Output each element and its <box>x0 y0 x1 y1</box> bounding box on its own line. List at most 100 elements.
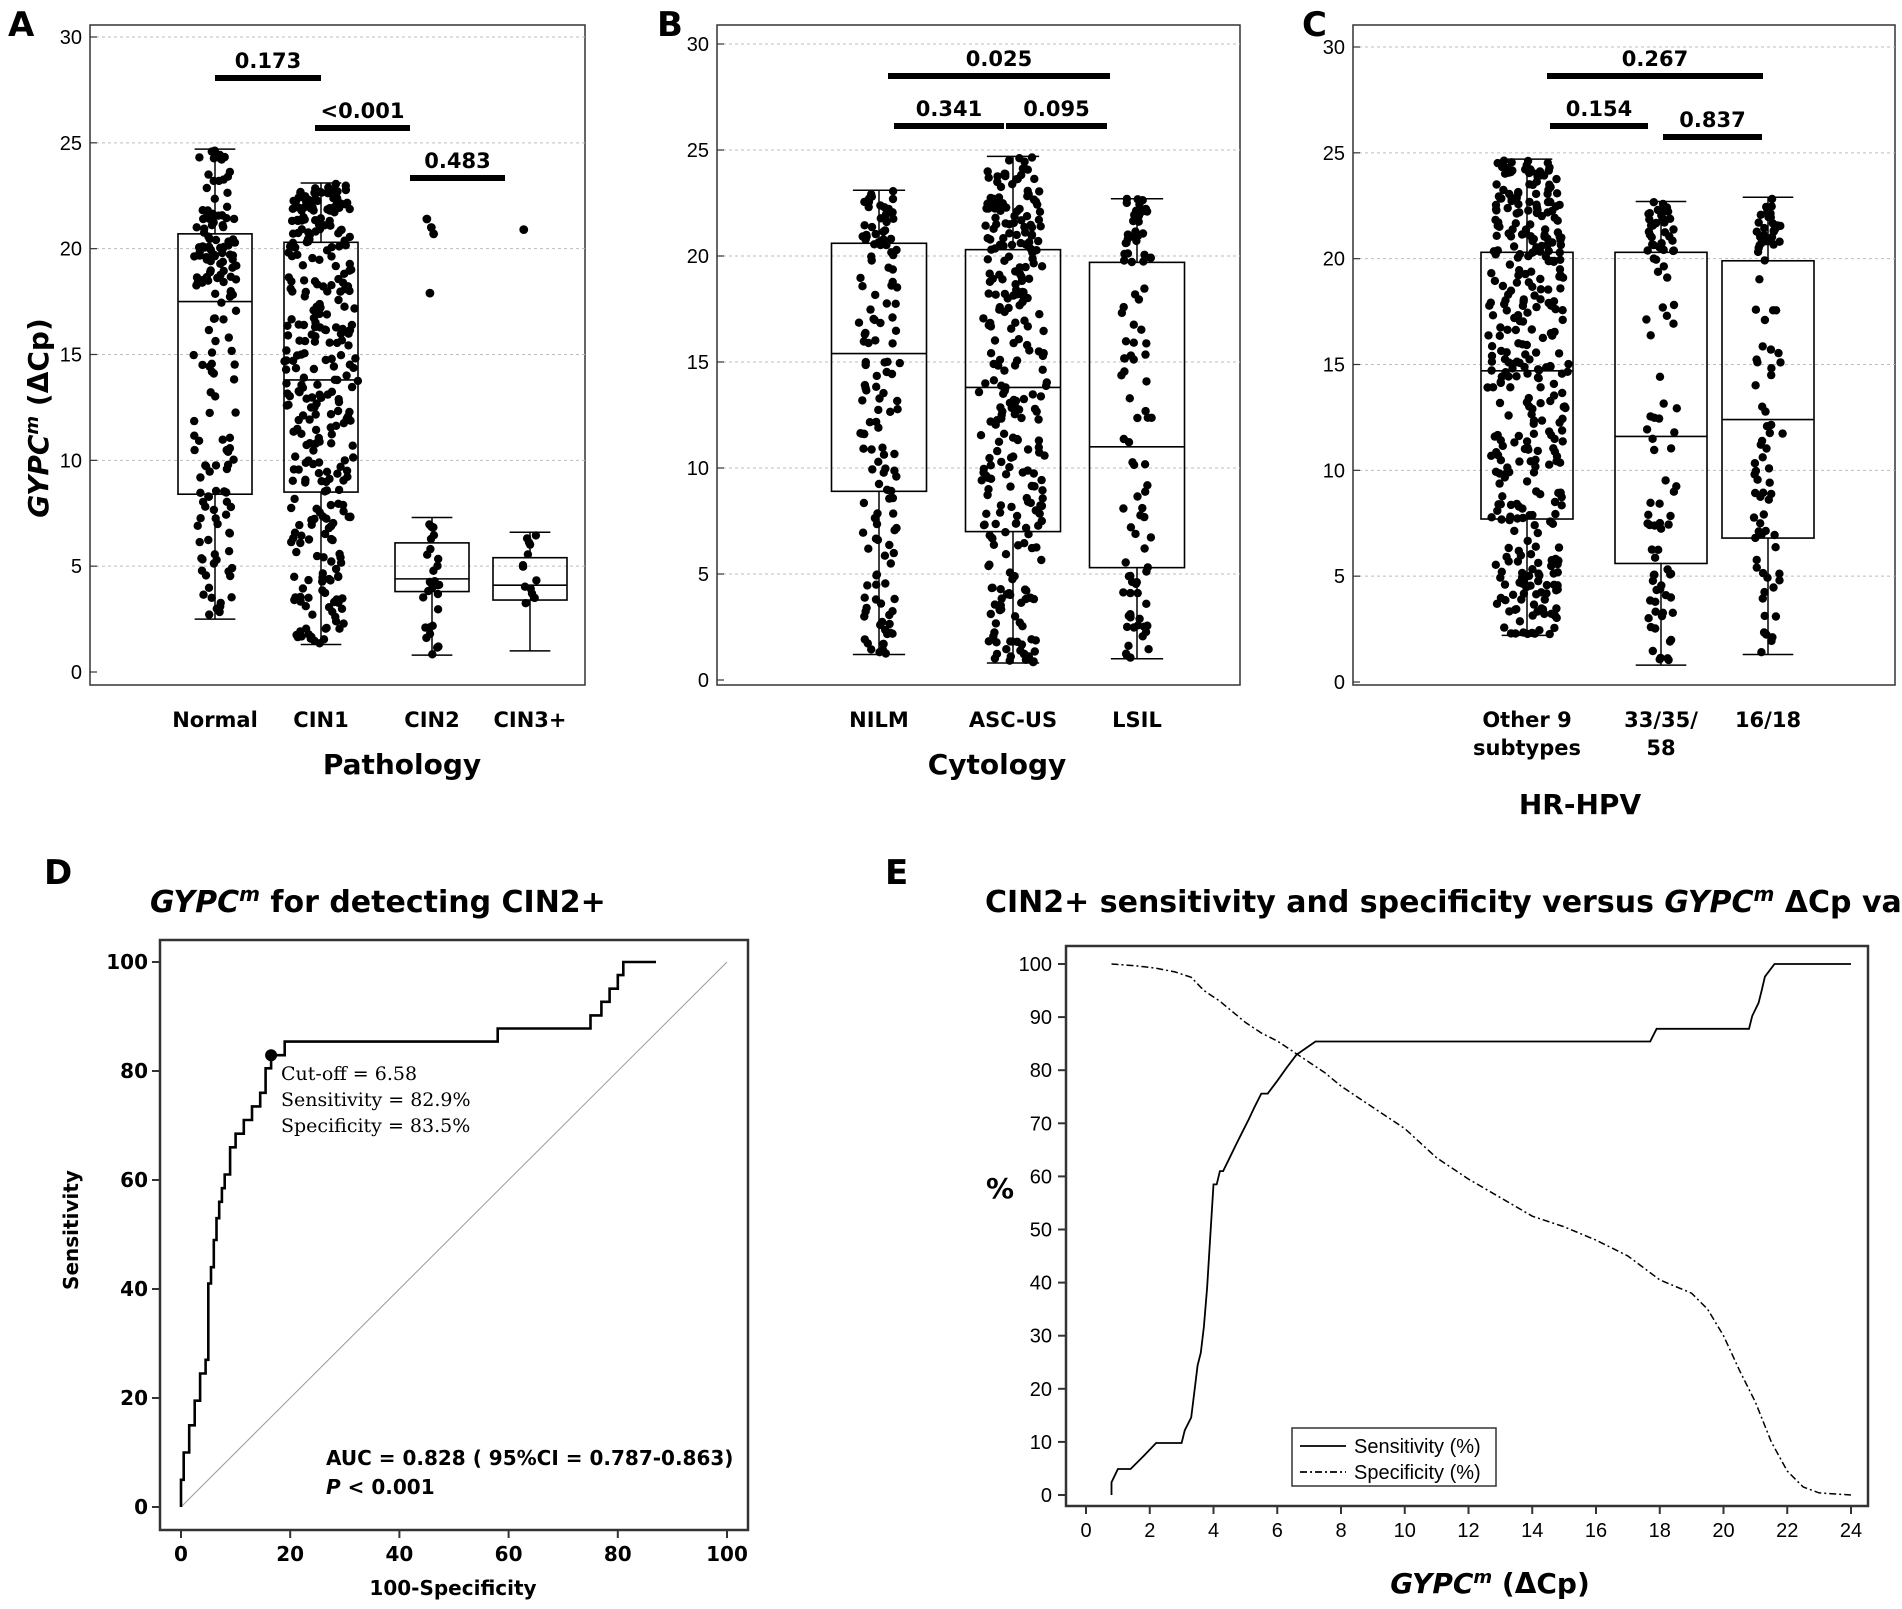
panel-b-point <box>984 485 993 494</box>
panel-a-point <box>227 593 236 602</box>
panel-b-point <box>1133 413 1142 423</box>
panel-c-point <box>1558 437 1567 446</box>
panel-b-point <box>868 465 877 474</box>
panel-a-point <box>319 553 328 562</box>
panel-c-point <box>1536 274 1545 284</box>
panel-a-point <box>333 469 342 478</box>
panel-c-point <box>1502 348 1511 357</box>
panel-b-point <box>888 339 897 348</box>
panel-a-point <box>216 598 225 608</box>
panel-e-xlabel-rest: (ΔCp) <box>1492 1567 1590 1600</box>
panel-a-ylabel: GYPCm (ΔCp) <box>22 318 55 518</box>
panel-e-ytick-label: 100 <box>1019 954 1052 976</box>
panel-c-point <box>1759 230 1769 240</box>
panel-b-point <box>1011 318 1020 327</box>
panel-e-xtick-label: 18 <box>1649 1520 1671 1542</box>
panel-c-point <box>1764 464 1774 473</box>
panel-a-point <box>434 580 444 590</box>
panel-b-box <box>1088 261 1186 569</box>
panel-b-point <box>985 277 995 286</box>
panel-b-point <box>1020 228 1030 237</box>
panel-a-point <box>334 485 344 495</box>
panel-c-point <box>1534 366 1544 375</box>
panel-c-point <box>1751 466 1761 476</box>
panel-b-comparison-pvalue: 0.095 <box>1023 97 1089 121</box>
panel-b-point <box>1035 509 1044 518</box>
panel-a-point <box>209 505 219 515</box>
panel-c-point <box>1547 561 1556 571</box>
panel-c-point <box>1564 359 1573 369</box>
panel-a-point <box>314 220 324 229</box>
panel-c-point <box>1550 611 1560 620</box>
panel-c-point <box>1642 315 1651 324</box>
panel-c-point <box>1548 238 1557 247</box>
panel-c-point <box>1555 458 1565 467</box>
panel-c-comparison-pvalue: 0.267 <box>1622 47 1688 71</box>
panel-c-point <box>1524 278 1534 287</box>
panel-e-xtick-label: 4 <box>1208 1520 1219 1542</box>
panel-c-xtick-label: 16/18 <box>1735 708 1801 732</box>
panel-d-reference-diagonal <box>180 961 728 1508</box>
panel-e-title-rest: ΔCp values <box>1774 885 1902 920</box>
panel-a-point <box>351 354 360 363</box>
panel-b-point <box>999 389 1008 398</box>
panel-b-point <box>997 410 1006 420</box>
panel-b-point <box>996 585 1005 594</box>
panel-a-point <box>227 346 236 356</box>
panel-b-point <box>1010 612 1020 621</box>
panel-c-point <box>1759 488 1768 497</box>
panel-c-point <box>1500 623 1509 632</box>
panel-b-point <box>1007 502 1016 512</box>
panel-c-point <box>1490 432 1500 441</box>
panel-c-point <box>1751 533 1760 543</box>
panel-b-point <box>888 194 898 204</box>
panel-a-point <box>327 439 336 448</box>
panel-a-point <box>339 619 348 628</box>
panel-a-point <box>293 424 302 434</box>
panel-b-point <box>888 313 897 322</box>
panel-b-point <box>895 358 904 368</box>
panel-a-point <box>311 410 320 419</box>
panel-a-point <box>215 150 225 160</box>
panel-c-point <box>1505 607 1514 616</box>
panel-b-point <box>1119 302 1128 312</box>
panel-c-point <box>1549 569 1558 578</box>
panel-c-point <box>1552 189 1562 198</box>
panel-c-point <box>1648 646 1658 656</box>
panel-c-point <box>1538 333 1548 343</box>
panel-c-point <box>1775 569 1784 578</box>
panel-a-point <box>342 466 352 475</box>
panel-c-point <box>1536 295 1545 304</box>
panel-b-point <box>1035 310 1044 319</box>
panel-b-point <box>1142 339 1151 348</box>
panel-c-point <box>1495 469 1504 478</box>
panel-b-point <box>870 240 879 249</box>
panel-a-point <box>222 214 231 223</box>
panel-b-point <box>879 227 888 236</box>
panel-a-point <box>231 408 240 417</box>
panel-b-point <box>1004 589 1014 598</box>
panel-c-point <box>1752 555 1761 565</box>
panel-c-point <box>1494 500 1503 509</box>
panel-c-point <box>1660 218 1669 227</box>
panel-c-point <box>1645 520 1654 530</box>
panel-d-ytick-label: 80 <box>120 1059 148 1083</box>
panel-a-point <box>518 561 528 570</box>
panel-c-point <box>1493 246 1503 255</box>
panel-b-point <box>986 349 996 358</box>
panel-e-title-pre: CIN2+ sensitivity and specificity versus <box>985 885 1664 920</box>
panel-c-point <box>1751 381 1760 390</box>
panel-d-sensitivity-text: Sensitivity = 82.9% <box>281 1089 471 1111</box>
panel-c-point <box>1558 315 1567 325</box>
panel-c-point <box>1521 269 1530 279</box>
panel-a-point <box>295 520 304 530</box>
panel-a-point <box>293 250 302 259</box>
panel-d-marks: 0 20 40 60 80 100 0 20 40 60 80 100 <box>106 938 750 1566</box>
panel-b-point <box>882 299 891 308</box>
panel-b-point <box>999 429 1009 438</box>
panel-c-point <box>1546 182 1555 192</box>
panel-a-point <box>353 376 363 386</box>
panel-a-ylabel-sup: m <box>22 416 43 435</box>
panel-a-point <box>331 179 341 189</box>
panel-b-point <box>1030 174 1039 184</box>
